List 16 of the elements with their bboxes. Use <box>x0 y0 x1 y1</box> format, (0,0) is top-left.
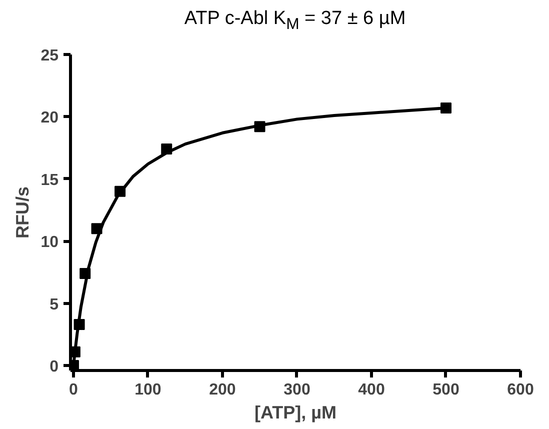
x-tick-label: 400 <box>358 382 385 398</box>
y-tick-label: 0 <box>50 358 59 376</box>
y-tick-label: 10 <box>40 234 59 252</box>
chart-title: ATP c-Abl K$_{M}$ = 37 ± 6 µM <box>183 7 407 35</box>
x-tick-label: 200 <box>209 382 236 398</box>
y-tick-label: 25 <box>40 48 59 64</box>
x-tick-label: 600 <box>507 382 534 398</box>
x-tick-label: 500 <box>432 382 460 398</box>
y-tick-label: 5 <box>50 296 59 314</box>
x-tick-label: 100 <box>134 382 162 398</box>
y-axis-title: RFU/s <box>12 186 33 238</box>
y-tick-label: 20 <box>40 110 59 127</box>
x-tick-label: 0 <box>69 382 78 398</box>
y-tick-label: 15 <box>40 172 59 189</box>
x-tick-label: 300 <box>284 382 310 398</box>
x-axis-title: [ATP], µM <box>254 402 337 422</box>
